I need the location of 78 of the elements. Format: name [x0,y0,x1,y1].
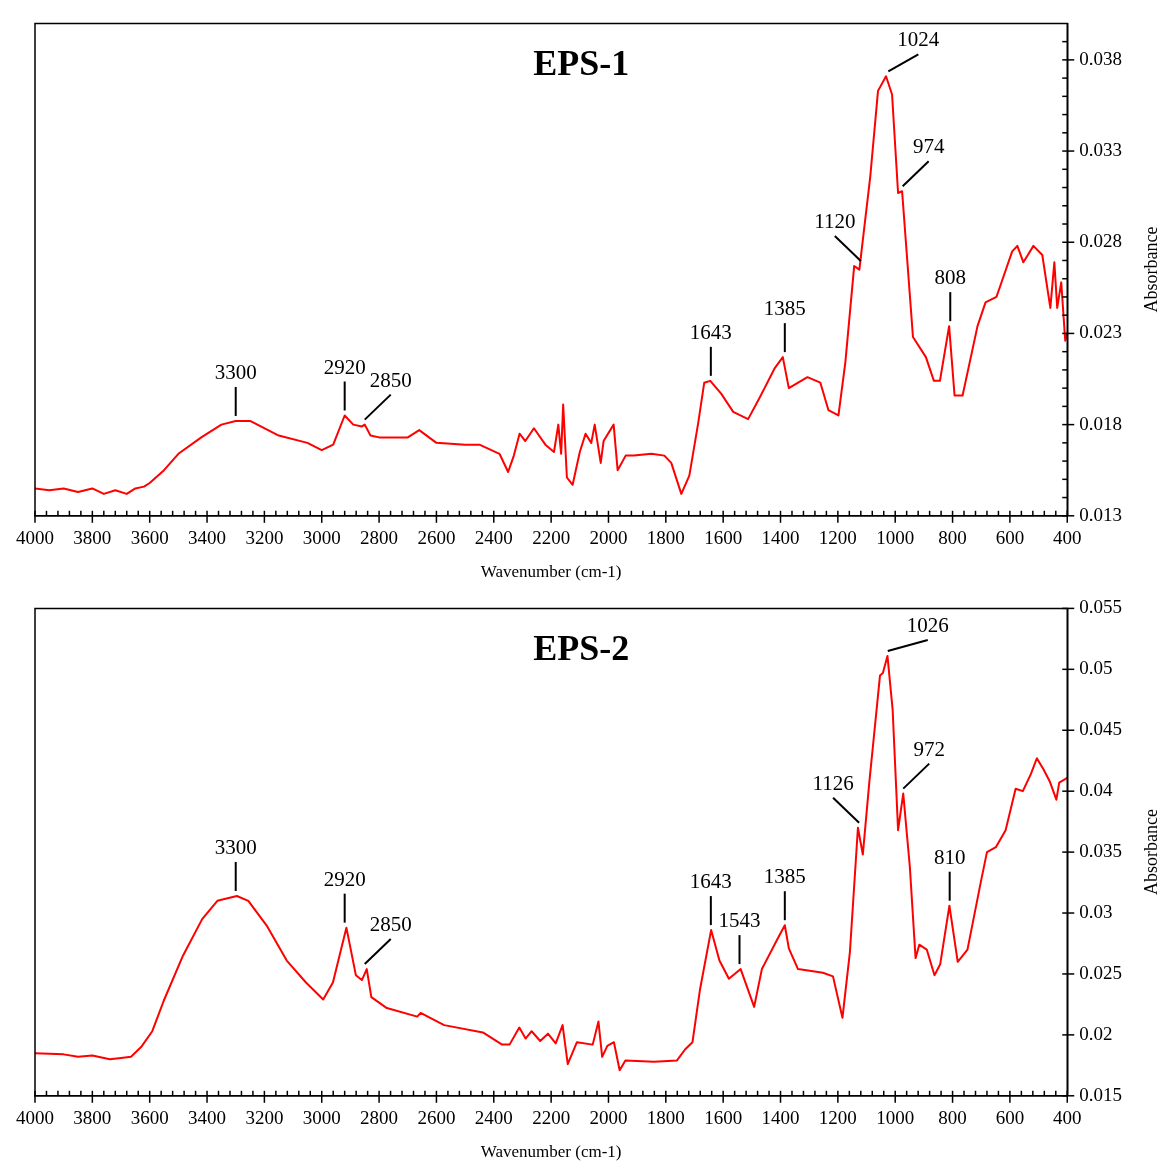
x-tick-label: 2400 [474,527,513,549]
annotation: 1543 [718,908,761,933]
x-tick-label: 2400 [474,1107,513,1129]
annotation: 2850 [369,367,412,392]
x-tick-label: 1000 [876,527,915,549]
annotation: 2920 [323,354,366,379]
annotation: 1024 [897,27,940,52]
y-axis-title: Absorbance [1140,226,1161,313]
x-tick-label: 1600 [704,1107,743,1129]
x-tick-label: 1200 [818,1107,857,1129]
x-axis-title: Wavenumber (cm-1) [480,562,622,582]
x-tick-label: 1000 [876,1107,915,1129]
y-tick-label: 0.035 [1079,840,1122,862]
x-tick-label: 3400 [188,1107,227,1129]
y-tick-label: 0.04 [1079,779,1113,801]
x-tick-label: 3200 [245,1107,284,1129]
y-tick-label: 0.018 [1079,412,1122,434]
x-tick-label: 600 [995,1107,1025,1129]
x-tick-label: 800 [938,527,967,549]
x-axis-title: Wavenumber (cm-1) [480,1142,622,1162]
x-tick-label: 3600 [130,1107,169,1129]
x-tick-label: 2600 [417,1107,456,1129]
x-tick-label: 2000 [589,1107,628,1129]
x-tick-label: 3000 [302,1107,341,1129]
x-tick-label: 4000 [16,527,54,549]
x-tick-label: 1800 [646,527,685,549]
x-tick-label: 3000 [302,527,341,549]
x-tick-label: 3800 [73,527,112,549]
x-tick-label: 1800 [646,1107,685,1129]
x-tick-label: 3200 [245,527,284,549]
annotation: 972 [913,736,945,761]
x-tick-label: 600 [995,527,1025,549]
x-tick-label: 3600 [130,527,169,549]
y-tick-label: 0.015 [1079,1083,1122,1105]
annotation: 1120 [814,208,856,233]
y-tick-label: 0.033 [1079,139,1122,161]
x-tick-label: 800 [938,1107,967,1129]
y-tick-label: 0.045 [1079,718,1122,740]
x-tick-label: 2000 [589,527,628,549]
x-tick-label: 2800 [360,1107,399,1129]
x-tick-label: 2600 [417,527,456,549]
annotation: 3300 [214,359,257,384]
y-tick-label: 0.028 [1079,230,1122,252]
annotation: 1385 [763,296,806,321]
x-tick-label: 2800 [360,527,399,549]
x-tick-label: 400 [1053,527,1082,549]
y-tick-label: 0.013 [1079,503,1122,525]
y-tick-label: 0.025 [1079,961,1122,983]
annotation: 2850 [369,912,412,937]
x-tick-label: 1400 [761,527,800,549]
y-axis-title: Absorbance [1140,809,1161,896]
y-tick-label: 0.05 [1079,657,1113,679]
annotation: 810 [933,844,966,869]
text: EPS-1 [533,42,630,83]
y-tick-label: 0.055 [1079,596,1122,618]
x-tick-label: 2200 [532,527,571,549]
x-tick-label: 1400 [761,1107,800,1129]
annotation: 1126 [812,770,854,795]
text: EPS-2 [533,627,630,668]
x-tick-label: 2200 [532,1107,571,1129]
x-tick-label: 400 [1053,1107,1082,1129]
annotation: 1643 [689,319,732,344]
annotation: 1385 [763,864,806,889]
annotation: 808 [934,265,967,290]
annotation: 974 [912,134,945,159]
annotation: 2920 [323,866,366,891]
annotation: 1643 [689,869,732,894]
y-tick-label: 0.023 [1079,321,1122,343]
x-tick-label: 1200 [818,527,857,549]
y-tick-label: 0.03 [1079,901,1113,923]
x-tick-label: 3400 [188,527,227,549]
annotation: 3300 [214,834,257,859]
x-tick-label: 1600 [704,527,743,549]
x-tick-label: 4000 [16,1107,54,1129]
y-tick-label: 0.038 [1079,47,1122,69]
annotation: 1026 [906,612,949,637]
x-tick-label: 3800 [73,1107,112,1129]
y-tick-label: 0.02 [1079,1022,1113,1044]
